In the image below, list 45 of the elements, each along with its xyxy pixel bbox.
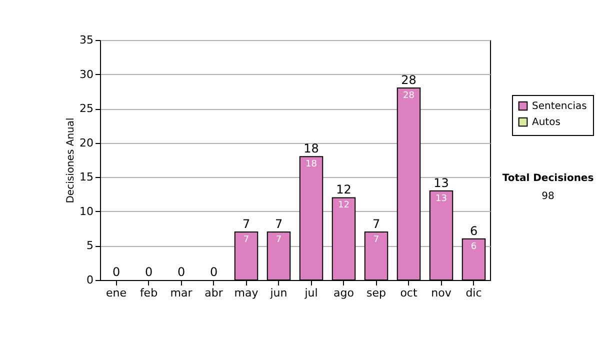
x-tick-label: abr <box>204 286 224 300</box>
total-label: 0 <box>112 265 120 279</box>
total-label: 6 <box>470 224 478 238</box>
x-tick-label: feb <box>140 286 158 300</box>
legend-label: Autos <box>532 117 560 128</box>
total-label: 7 <box>242 217 250 231</box>
data-label: 13 <box>436 194 447 204</box>
x-tick-label: nov <box>431 286 452 300</box>
x-tick-label: dic <box>466 286 482 300</box>
total-label: 28 <box>401 73 416 87</box>
y-tick-label: 25 <box>80 102 94 116</box>
data-label: 7 <box>243 235 250 245</box>
y-axis-title: Decisiones Anual <box>66 118 77 204</box>
x-tick-label: oct <box>400 286 418 300</box>
x-tick-label: ago <box>334 286 354 300</box>
y-tick-label: 0 <box>86 274 94 286</box>
total-label: 0 <box>144 265 153 279</box>
data-label: 7 <box>276 235 282 245</box>
total-label: 7 <box>372 217 380 231</box>
total-label: 7 <box>274 217 283 231</box>
text: 98 <box>542 191 554 202</box>
x-tick-label: jun <box>269 286 288 300</box>
data-label: 6 <box>470 242 477 252</box>
x-tick-label: may <box>234 286 259 300</box>
data-label: 18 <box>306 160 318 170</box>
y-tick-label: 15 <box>80 170 94 184</box>
x-tick-label: ene <box>106 286 127 300</box>
y-tick-label: 30 <box>80 68 94 81</box>
total-label: 13 <box>434 176 449 190</box>
total-label: 0 <box>210 265 218 279</box>
y-tick-label: 5 <box>86 239 94 252</box>
x-tick-label: mar <box>170 286 193 300</box>
text: Total Decisiones <box>502 173 594 184</box>
data-label: 12 <box>338 200 350 211</box>
y-tick-label: 20 <box>80 136 94 150</box>
legend-label: Sentencias <box>532 101 587 112</box>
data-label: 7 <box>373 235 380 245</box>
x-tick-label: jul <box>304 286 318 300</box>
total-label: 0 <box>177 265 186 279</box>
data-label: 28 <box>403 91 415 101</box>
x-tick-label: sep <box>366 286 386 300</box>
total-label: 12 <box>336 182 352 197</box>
y-tick-label: 35 <box>80 34 94 46</box>
total-label: 18 <box>304 142 319 156</box>
y-tick-label: 10 <box>80 204 94 218</box>
